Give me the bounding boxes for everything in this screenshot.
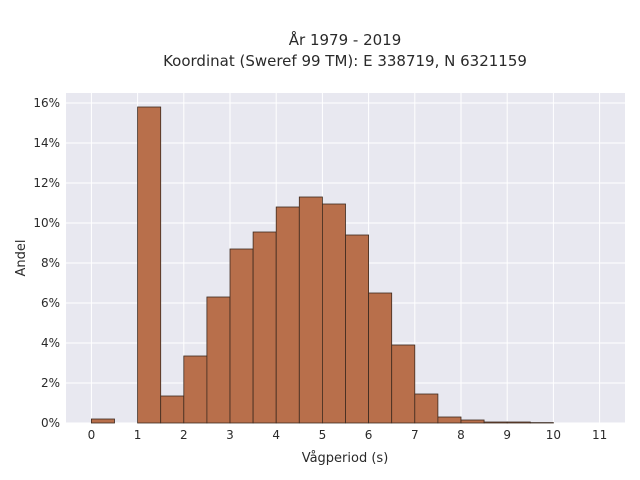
x-axis-label: Vågperiod (s) [302, 451, 389, 466]
y-axis-label: Andel [14, 240, 29, 277]
x-tick-label-0: 0 [88, 428, 96, 442]
bar-14 [414, 393, 439, 424]
chart-title-line-1: År 1979 - 2019 [289, 30, 402, 49]
bar-0 [91, 418, 115, 424]
x-tick-label-1: 1 [134, 428, 142, 442]
y-tick-label-8: 16% [33, 96, 60, 110]
bar-13 [391, 344, 416, 424]
x-tick-label-6: 6 [365, 428, 373, 442]
x-tick-label-3: 3 [226, 428, 234, 442]
bar-12 [368, 292, 393, 424]
bars [91, 106, 554, 424]
y-tick-label-3: 6% [41, 296, 60, 310]
x-axis-ticks: 0 1 2 3 4 5 6 7 8 9 10 11 [88, 428, 608, 442]
bar-16 [460, 419, 485, 424]
bar-9 [298, 196, 323, 424]
bar-17 [483, 421, 508, 424]
x-tick-label-2: 2 [180, 428, 188, 442]
x-tick-label-5: 5 [319, 428, 327, 442]
bar-7 [252, 231, 277, 424]
y-tick-label-4: 8% [41, 256, 60, 270]
x-tick-label-9: 9 [503, 428, 511, 442]
x-tick-label-11: 11 [592, 428, 607, 442]
y-tick-label-1: 2% [41, 376, 60, 390]
bar-11 [345, 234, 369, 424]
y-tick-label-5: 10% [33, 216, 60, 230]
x-tick-label-4: 4 [272, 428, 280, 442]
y-tick-label-0: 0% [41, 416, 60, 430]
bar-6 [229, 248, 254, 424]
bar-3 [160, 395, 185, 424]
bar-4 [183, 355, 208, 424]
bar-8 [275, 206, 300, 424]
bar-15 [437, 416, 462, 424]
x-tick-label-7: 7 [411, 428, 419, 442]
x-tick-label-10: 10 [546, 428, 561, 442]
bar-2 [137, 106, 162, 424]
y-axis-ticks: 0% 2% 4% 6% 8% 10% 12% 14% 16% [33, 96, 60, 430]
bar-18 [506, 421, 531, 424]
y-tick-label-2: 4% [41, 336, 60, 350]
y-tick-label-7: 14% [33, 136, 60, 150]
y-tick-label-6: 12% [33, 176, 60, 190]
x-tick-label-8: 8 [457, 428, 465, 442]
chart-title-line-2: Koordinat (Sweref 99 TM): E 338719, N 63… [163, 52, 527, 70]
bar-5 [206, 296, 231, 424]
bar-10 [322, 203, 346, 424]
